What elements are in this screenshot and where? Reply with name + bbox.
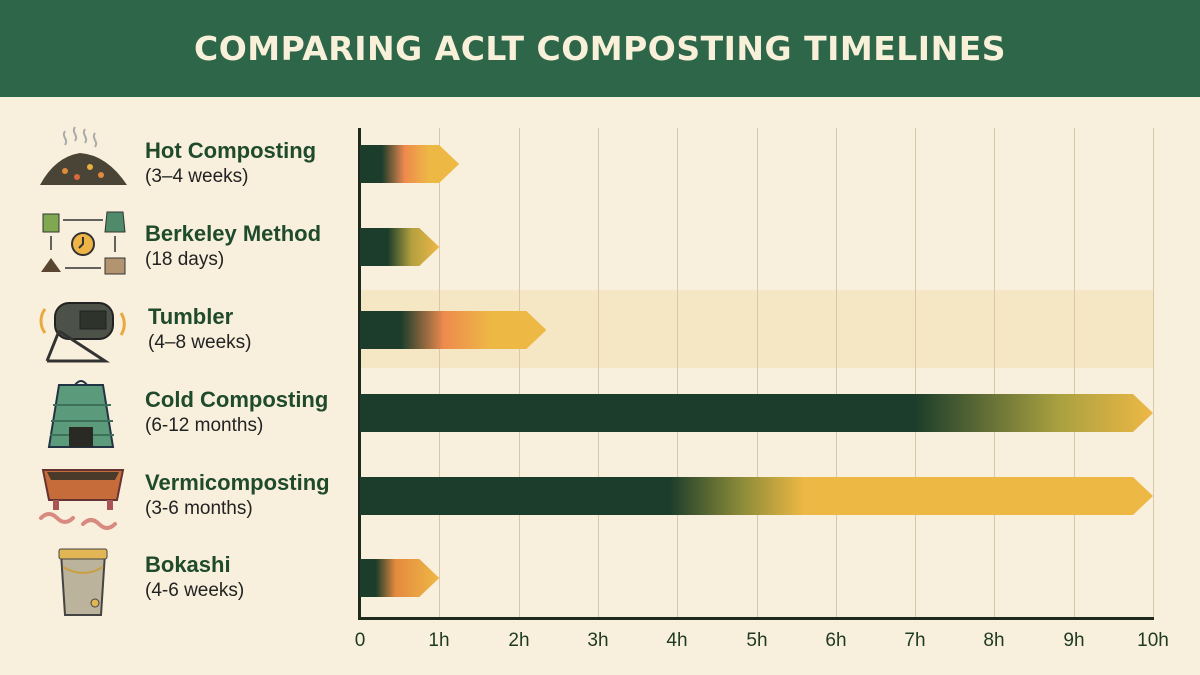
bar-tumbler (360, 311, 547, 349)
gridline (915, 128, 916, 619)
x-tick-label: 9h (1063, 630, 1085, 651)
x-tick-label: 2h (508, 630, 530, 651)
x-tick-label: 4h (666, 630, 688, 651)
bar-hot-composting (360, 145, 460, 183)
method-duration: (4–8 weeks) (148, 332, 252, 353)
bar-vermicomposting (360, 477, 1153, 515)
x-tick-label: 3h (587, 630, 609, 651)
x-tick-label: 0 (354, 630, 366, 651)
steaming-compost-pile-icon (35, 123, 130, 198)
method-name: Bokashi (145, 552, 231, 577)
method-duration: (3–4 weeks) (145, 166, 249, 187)
category-label: Vermicomposting (3-6 months) (145, 470, 330, 520)
x-tick-label: 1h (428, 630, 450, 651)
bokashi-bucket-icon (35, 543, 130, 618)
method-duration: (18 days) (145, 249, 225, 270)
process-cycle-clock-icon (35, 206, 130, 281)
method-name: Tumbler (148, 304, 234, 329)
x-tick-label: 6h (825, 630, 847, 651)
gridline (1153, 128, 1154, 619)
bar-bokashi (360, 559, 440, 597)
bar-cold-composting (360, 394, 1153, 432)
x-tick-label: 7h (904, 630, 926, 651)
method-duration: (6-12 months) (145, 415, 264, 436)
gridline (439, 128, 440, 619)
y-axis-line (358, 128, 361, 620)
category-label: Cold Composting (6-12 months) (145, 387, 328, 437)
gridline (519, 128, 520, 619)
gridline (757, 128, 758, 619)
x-tick-label: 5h (746, 630, 768, 651)
category-label: Bokashi (4-6 weeks) (145, 552, 244, 602)
title-banner: COMPARING ACLT COMPOSTING TIMELINES (0, 0, 1200, 97)
method-duration: (3-6 months) (145, 498, 253, 519)
category-label: Hot Composting (3–4 weeks) (145, 138, 316, 188)
method-name: Cold Composting (145, 387, 329, 412)
method-name: Hot Composting (145, 138, 317, 163)
method-name: Berkeley Method (145, 221, 322, 246)
gridline (598, 128, 599, 619)
method-duration: (4-6 weeks) (145, 580, 245, 601)
x-tick-label: 8h (983, 630, 1005, 651)
worm-bin-icon (35, 456, 130, 531)
compost-bin-icon (35, 375, 130, 450)
category-label: Tumbler (4–8 weeks) (148, 304, 252, 354)
gridline (836, 128, 837, 619)
gridline (1074, 128, 1075, 619)
method-name: Vermicomposting (145, 470, 330, 495)
x-axis-line (358, 617, 1154, 620)
gridline (994, 128, 995, 619)
gridline (677, 128, 678, 619)
category-label: Berkeley Method (18 days) (145, 221, 321, 271)
x-tick-label: 10h (1137, 630, 1169, 651)
chart-title: COMPARING ACLT COMPOSTING TIMELINES (193, 29, 1006, 68)
compost-tumbler-icon (35, 291, 130, 366)
bar-berkeley-method (360, 228, 440, 266)
